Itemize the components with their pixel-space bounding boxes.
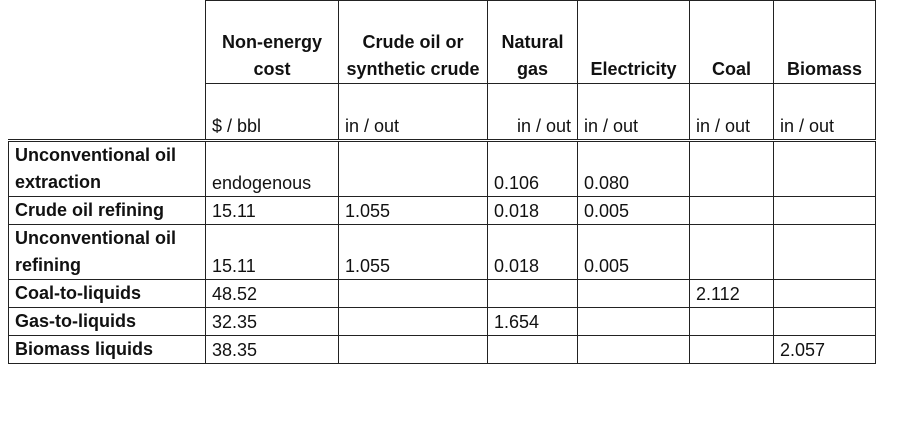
table-cell: 38.35 (205, 335, 339, 364)
column-header: Non-energy cost (205, 0, 339, 84)
table-cell (338, 140, 488, 197)
unit-cell: in / out (577, 83, 690, 142)
table-cell (577, 279, 690, 308)
table-cell: 0.018 (487, 224, 578, 280)
row-label: Coal-to-liquids (8, 279, 206, 308)
unit-cell: $ / bbl (205, 83, 339, 142)
table-cell: 15.11 (205, 196, 339, 225)
table-row: Unconventional oil extraction endogenous… (8, 140, 876, 197)
table-cell (338, 279, 488, 308)
table-cell: 0.080 (577, 140, 690, 197)
row-label: Biomass liquids (8, 335, 206, 364)
table-cell (773, 307, 876, 336)
table-cell: 15.11 (205, 224, 339, 280)
table-row: Gas-to-liquids 32.35 1.654 (8, 307, 876, 336)
table-cell (689, 335, 774, 364)
table-cell: 0.005 (577, 196, 690, 225)
table-cell (338, 307, 488, 336)
table-cell: 48.52 (205, 279, 339, 308)
table-cell: 1.055 (338, 196, 488, 225)
column-header: Crude oil or synthetic crude (338, 0, 488, 84)
table-cell: endogenous (205, 140, 339, 197)
table-cell (487, 279, 578, 308)
column-header: Natural gas (487, 0, 578, 84)
table-row: Crude oil refining 15.11 1.055 0.018 0.0… (8, 196, 876, 225)
table-cell (689, 196, 774, 225)
table-cell (773, 196, 876, 225)
table-row: Unconventional oil refining 15.11 1.055 … (8, 224, 876, 280)
table-cell: 2.112 (689, 279, 774, 308)
table-cell: 1.654 (487, 307, 578, 336)
column-header: Electricity (577, 0, 690, 84)
row-label: Unconventional oil extraction (8, 140, 206, 197)
table-cell: 1.055 (338, 224, 488, 280)
row-label: Crude oil refining (8, 196, 206, 225)
table-cell (773, 224, 876, 280)
unit-cell: in / out (338, 83, 488, 142)
corner-cell (9, 1, 206, 84)
table-cell (689, 307, 774, 336)
row-label: Gas-to-liquids (8, 307, 206, 336)
table-cell (689, 224, 774, 280)
table-cell: 32.35 (205, 307, 339, 336)
table-cell: 0.018 (487, 196, 578, 225)
units-row: $ / bbl in / out in / out in / out in / … (8, 83, 876, 142)
table-cell (487, 335, 578, 364)
table-cell (689, 140, 774, 197)
table-cell (773, 279, 876, 308)
unit-cell: in / out (487, 83, 578, 142)
unit-cell: in / out (773, 83, 876, 142)
header-row: Non-energy cost Crude oil or synthetic c… (9, 0, 876, 84)
data-table: Non-energy cost Crude oil or synthetic c… (8, 0, 876, 364)
row-label: Unconventional oil refining (8, 224, 206, 280)
table-cell (577, 307, 690, 336)
table-cell (577, 335, 690, 364)
table-cell: 0.106 (487, 140, 578, 197)
table-row: Biomass liquids 38.35 2.057 (8, 335, 876, 364)
table-cell: 2.057 (773, 335, 876, 364)
table-cell (338, 335, 488, 364)
table-cell (773, 140, 876, 197)
column-header: Coal (689, 0, 774, 84)
unit-cell: in / out (689, 83, 774, 142)
corner-cell (8, 83, 206, 142)
table-cell: 0.005 (577, 224, 690, 280)
table-row: Coal-to-liquids 48.52 2.112 (8, 279, 876, 308)
column-header: Biomass (773, 0, 876, 84)
